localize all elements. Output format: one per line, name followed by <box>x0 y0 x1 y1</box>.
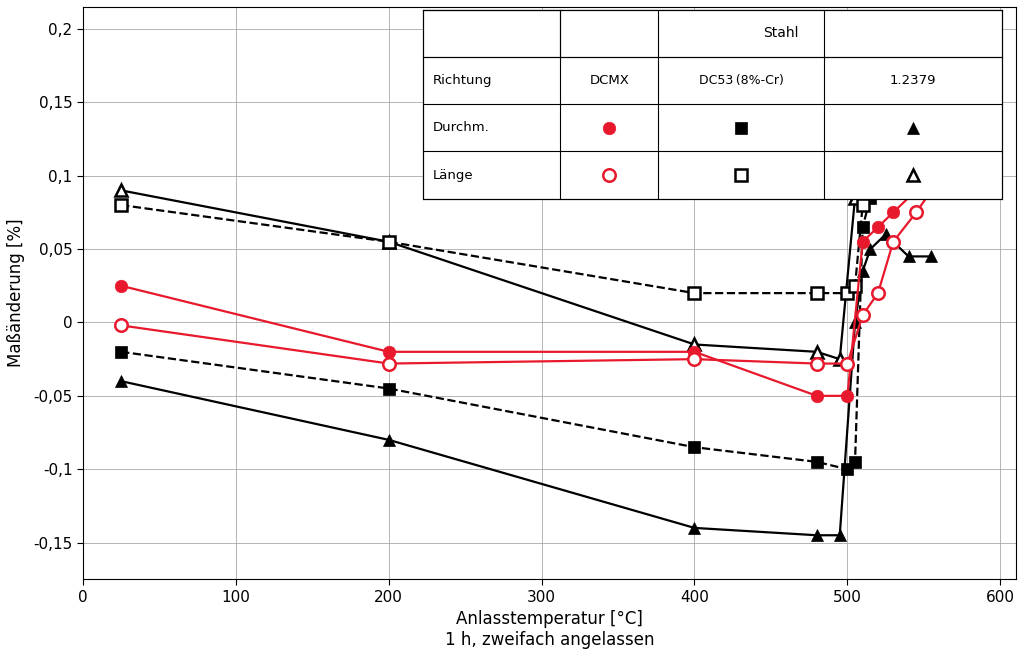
Text: DCMX: DCMX <box>590 74 630 87</box>
Text: 1.2379: 1.2379 <box>890 74 936 87</box>
Text: Richtung: Richtung <box>433 74 493 87</box>
X-axis label: Anlasstemperatur [°C]
1 h, zweifach angelassen: Anlasstemperatur [°C] 1 h, zweifach ange… <box>444 610 654 649</box>
Text: Länge: Länge <box>433 169 473 182</box>
FancyBboxPatch shape <box>562 11 999 56</box>
Text: DC53 (8%-Cr): DC53 (8%-Cr) <box>699 74 783 87</box>
FancyBboxPatch shape <box>423 10 1001 199</box>
Text: Stahl: Stahl <box>763 26 799 41</box>
Text: Durchm.: Durchm. <box>433 121 489 134</box>
Y-axis label: Maßänderung [%]: Maßänderung [%] <box>7 219 25 367</box>
